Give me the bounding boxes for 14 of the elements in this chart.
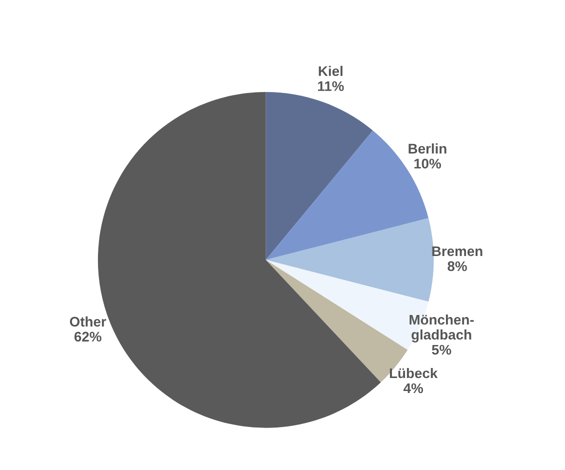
data-label: 10% bbox=[414, 158, 441, 169]
data-label: 5% bbox=[432, 344, 452, 355]
data-label: 4% bbox=[404, 383, 423, 394]
pie-slice bbox=[266, 92, 373, 260]
slice-label: Lübeck bbox=[390, 368, 438, 378]
data-label: 62% bbox=[74, 332, 102, 342]
slice-label: Berlin bbox=[408, 143, 446, 154]
data-label: 8% bbox=[448, 261, 467, 272]
slice-label: Other bbox=[70, 316, 106, 327]
slice-label: Kiel bbox=[318, 66, 342, 76]
data-label: 11% bbox=[318, 81, 344, 91]
pie-slice bbox=[266, 218, 434, 302]
slice-label: Bremen bbox=[432, 246, 482, 256]
slice-label: Mönchen- gladbach bbox=[410, 314, 474, 342]
